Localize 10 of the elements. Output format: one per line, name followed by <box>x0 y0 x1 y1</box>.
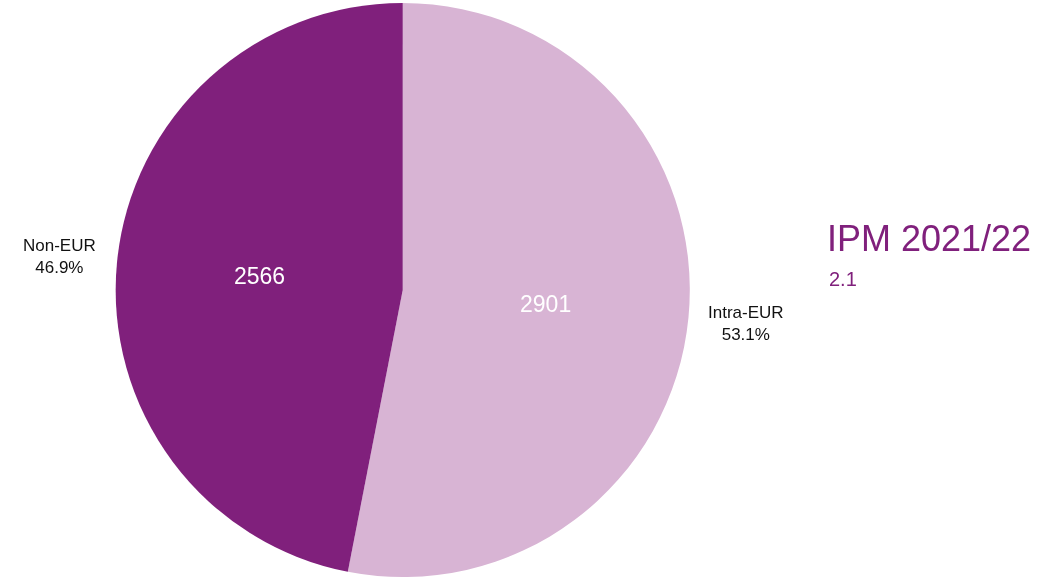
data-label: 2566 <box>233 263 286 290</box>
text: 53.1% <box>721 325 770 345</box>
text: 46.9% <box>35 258 84 278</box>
slice-label: Non-EUR <box>23 236 96 255</box>
text: 2.1 <box>829 268 857 290</box>
data-label: 2901 <box>520 290 572 317</box>
text: IPM 2021/22 <box>827 218 1032 259</box>
slice-label: Intra-EUR <box>708 303 784 322</box>
pie-slice <box>115 2 403 572</box>
pie-slice <box>347 2 690 577</box>
